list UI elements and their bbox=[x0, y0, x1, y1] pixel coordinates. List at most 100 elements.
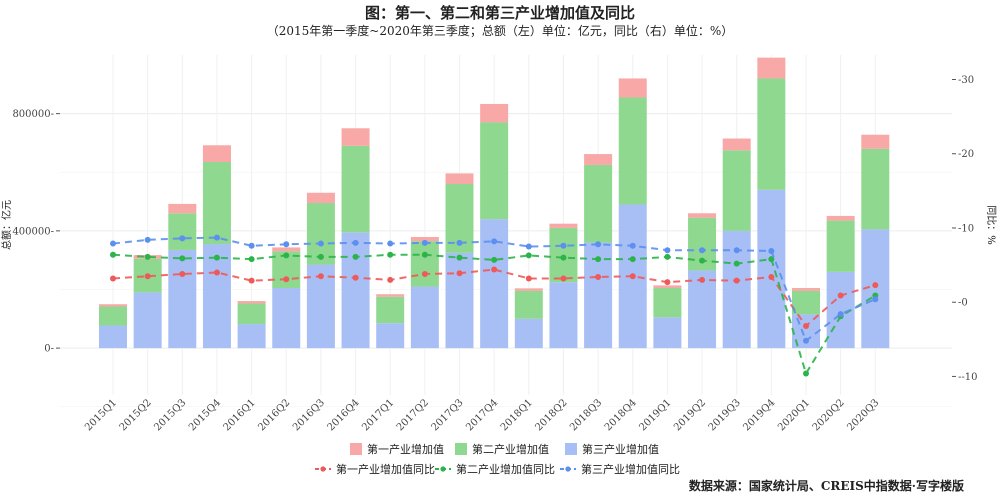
bar-segment-3 bbox=[237, 324, 266, 349]
chart-subtitle: （2015年第一季度~2020年第三季度；总额（左）单位：亿元，同比（右）单位：… bbox=[266, 24, 734, 38]
series-point-2 bbox=[733, 260, 740, 267]
bar-segment-2 bbox=[237, 303, 266, 325]
bar-segment-1 bbox=[549, 223, 578, 228]
x-tick-label: 2016Q3 bbox=[291, 397, 327, 433]
legend-label-bar-1: 第一产业增加值 bbox=[367, 442, 444, 456]
x-tick-label: 2016Q2 bbox=[256, 397, 292, 433]
lines bbox=[110, 234, 879, 377]
series-point-2 bbox=[491, 256, 498, 263]
series-point-3 bbox=[248, 242, 255, 249]
left-tick-label: 400000- bbox=[12, 226, 54, 237]
series-point-2 bbox=[699, 257, 706, 264]
bar-segment-3 bbox=[168, 249, 197, 349]
bar-segment-2 bbox=[757, 78, 786, 190]
series-point-2 bbox=[144, 253, 151, 260]
series-point-1 bbox=[248, 277, 255, 284]
series-point-3 bbox=[491, 238, 498, 245]
bar-segment-1 bbox=[618, 78, 647, 98]
bar-segment-3 bbox=[133, 292, 162, 349]
series-line-2 bbox=[112, 253, 876, 376]
series-point-2 bbox=[110, 251, 116, 258]
series-line-3 bbox=[112, 236, 876, 343]
series-point-3 bbox=[803, 337, 809, 344]
series-point-3 bbox=[837, 311, 844, 318]
series-point-2 bbox=[317, 253, 324, 260]
bar-segment-3 bbox=[514, 318, 543, 349]
series-point-1 bbox=[179, 270, 186, 277]
bar-segment-1 bbox=[480, 103, 509, 123]
series-point-3 bbox=[595, 241, 602, 248]
series-point-3 bbox=[664, 247, 671, 254]
series-point-2 bbox=[283, 252, 290, 259]
series-point-3 bbox=[387, 240, 394, 247]
bar-segment-1 bbox=[376, 294, 405, 297]
series-point-1 bbox=[560, 275, 567, 282]
series-point-2 bbox=[179, 255, 186, 262]
bars bbox=[99, 57, 890, 349]
series-point-1 bbox=[525, 275, 532, 282]
series-point-2 bbox=[595, 256, 602, 263]
series-point-3 bbox=[352, 239, 359, 246]
bar-segment-2 bbox=[826, 220, 855, 272]
bar-segment-1 bbox=[584, 154, 613, 165]
x-tick-label: 2018Q4 bbox=[603, 397, 639, 433]
bar-segment-1 bbox=[237, 301, 266, 304]
series-point-3 bbox=[213, 234, 220, 241]
legend-swatch-point-3 bbox=[565, 466, 571, 472]
bar-segment-1 bbox=[410, 237, 439, 242]
bar-segment-3 bbox=[410, 286, 439, 349]
x-tick-label: 2020Q2 bbox=[811, 397, 847, 433]
bar-segment-2 bbox=[584, 164, 613, 243]
legend-label-bar-2: 第二产业增加值 bbox=[472, 442, 549, 456]
series-point-1 bbox=[491, 266, 498, 273]
x-tick-label: 2017Q3 bbox=[430, 397, 466, 433]
legend-swatch-bar-2 bbox=[455, 443, 467, 455]
chart-title: 图：第一、第二和第三产业增加值及同比 bbox=[364, 4, 635, 22]
legend-swatch-point-1 bbox=[320, 466, 326, 472]
series-point-1 bbox=[456, 270, 463, 277]
series-point-1 bbox=[213, 269, 220, 276]
bar-segment-1 bbox=[861, 134, 890, 149]
series-point-2 bbox=[421, 251, 428, 258]
series-point-1 bbox=[317, 273, 324, 280]
bar-segment-2 bbox=[410, 241, 439, 287]
x-tick-label: 2020Q3 bbox=[845, 397, 881, 433]
legend-swatch-bar-1 bbox=[350, 443, 362, 455]
series-point-2 bbox=[213, 254, 220, 261]
left-tick-label: 800000- bbox=[12, 109, 54, 120]
bar-segment-1 bbox=[688, 213, 717, 218]
series-point-1 bbox=[352, 274, 359, 281]
legend-label-line-1: 第一产业增加值同比 bbox=[336, 462, 435, 476]
bar-segment-1 bbox=[722, 138, 751, 151]
series-point-3 bbox=[629, 242, 636, 249]
series-point-2 bbox=[803, 370, 809, 377]
bar-segment-1 bbox=[757, 57, 786, 79]
bar-segment-2 bbox=[480, 122, 509, 220]
series-point-3 bbox=[872, 296, 879, 303]
right-tick-label: --10 bbox=[958, 372, 977, 383]
x-tick-label: 2015Q1 bbox=[83, 397, 119, 433]
series-point-2 bbox=[768, 256, 775, 263]
left-tick-label: 0- bbox=[44, 344, 54, 355]
x-tick-label: 2015Q2 bbox=[118, 397, 154, 433]
series-line-1 bbox=[112, 268, 876, 328]
bar-segment-1 bbox=[306, 192, 335, 204]
bar-segment-2 bbox=[722, 150, 751, 231]
series-point-3 bbox=[179, 235, 186, 242]
bar-segment-2 bbox=[618, 97, 647, 205]
bar-segment-2 bbox=[168, 213, 197, 250]
series-point-1 bbox=[387, 276, 394, 283]
series-point-1 bbox=[283, 276, 290, 283]
series-point-3 bbox=[283, 241, 290, 248]
series-point-2 bbox=[664, 253, 671, 260]
series-point-1 bbox=[421, 270, 428, 277]
x-tick-label: 2017Q1 bbox=[360, 397, 396, 433]
bar-segment-1 bbox=[341, 128, 370, 146]
x-tick-label: 2017Q2 bbox=[395, 397, 431, 433]
bar-segment-1 bbox=[792, 288, 820, 291]
bar-segment-1 bbox=[168, 203, 197, 214]
series-point-2 bbox=[352, 253, 359, 260]
bar-segment-2 bbox=[653, 288, 682, 318]
series-point-2 bbox=[525, 252, 532, 259]
series-point-1 bbox=[768, 273, 775, 280]
